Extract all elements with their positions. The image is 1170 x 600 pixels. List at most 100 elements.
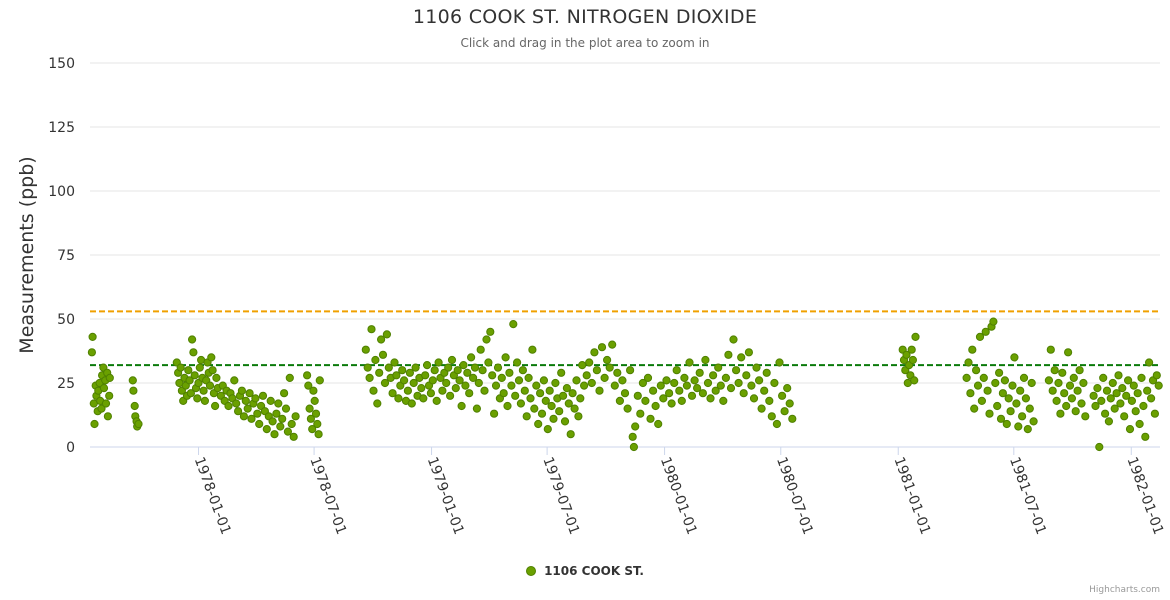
data-point	[237, 386, 246, 395]
data-point	[276, 422, 285, 431]
x-tick-label: 1979-01-01	[424, 455, 467, 537]
data-point	[97, 404, 106, 413]
data-point	[908, 355, 918, 365]
data-point	[309, 386, 318, 395]
data-point	[714, 363, 723, 372]
data-point	[423, 361, 432, 370]
data-point	[1089, 391, 1098, 400]
data-point	[983, 386, 992, 395]
data-point	[444, 363, 453, 372]
data-point	[675, 386, 684, 395]
data-point	[283, 427, 292, 436]
y-tick-label: 125	[48, 120, 75, 136]
data-point	[526, 394, 535, 403]
data-point	[377, 335, 386, 344]
data-point	[190, 371, 199, 380]
data-point	[651, 401, 660, 411]
data-point	[371, 355, 380, 365]
data-point	[570, 404, 579, 413]
data-point	[643, 373, 653, 382]
data-point	[530, 404, 539, 413]
data-point	[207, 353, 216, 362]
data-point	[303, 371, 312, 380]
data-point	[729, 335, 738, 344]
data-point	[1065, 381, 1075, 390]
data-point	[234, 407, 243, 416]
data-point	[463, 368, 472, 377]
x-tick-label: 1980-07-01	[773, 455, 816, 537]
data-point	[670, 378, 679, 388]
data-point	[780, 407, 789, 416]
data-point	[310, 396, 319, 405]
data-point	[1046, 345, 1055, 354]
data-point	[255, 419, 264, 429]
y-axis-title: Measurements (ppb)	[16, 156, 38, 353]
x-tick-label: 1981-01-01	[890, 455, 933, 537]
data-point	[484, 358, 493, 367]
data-point	[514, 376, 524, 385]
data-point	[564, 399, 573, 408]
data-point	[597, 343, 607, 352]
data-point	[1027, 378, 1036, 388]
data-point	[1147, 394, 1156, 403]
data-point	[977, 396, 987, 405]
data-point	[253, 409, 262, 418]
data-point	[230, 376, 239, 385]
data-point	[1104, 417, 1114, 426]
data-point	[1071, 407, 1080, 416]
data-point	[1129, 381, 1138, 390]
data-point	[507, 381, 516, 390]
data-point	[537, 409, 547, 418]
data-point	[975, 332, 985, 341]
data-point	[744, 348, 754, 357]
data-point	[375, 368, 384, 377]
data-point	[270, 430, 279, 439]
data-point	[1102, 386, 1112, 395]
data-point	[314, 430, 323, 439]
data-point	[623, 404, 632, 413]
data-point	[618, 376, 627, 385]
chart-subtitle: Click and drag in the plot area to zoom …	[460, 36, 710, 50]
data-point	[701, 355, 710, 365]
data-point	[1124, 376, 1133, 385]
data-point	[1152, 371, 1161, 380]
data-point	[998, 389, 1008, 398]
data-point	[1010, 353, 1019, 362]
data-point	[1095, 442, 1104, 452]
data-point	[1058, 368, 1067, 377]
data-point	[1069, 373, 1078, 382]
data-point	[101, 399, 111, 408]
data-point	[1108, 378, 1117, 388]
data-point	[1135, 419, 1144, 429]
data-point	[1021, 394, 1031, 403]
x-tick-label: 1978-01-01	[191, 455, 234, 537]
data-point	[706, 394, 715, 403]
data-point	[382, 330, 391, 339]
data-point	[726, 384, 736, 393]
data-point	[572, 376, 581, 385]
data-point	[1150, 409, 1160, 418]
data-point	[528, 345, 537, 354]
data-point	[304, 381, 313, 390]
data-point	[378, 350, 388, 359]
data-point	[493, 363, 503, 372]
data-point	[1110, 404, 1119, 413]
data-point	[1131, 407, 1140, 416]
legend[interactable]: 1106 COOK ST.	[0, 564, 1170, 578]
data-point	[724, 350, 733, 359]
data-point	[1018, 412, 1027, 421]
data-point	[315, 376, 324, 385]
data-point	[103, 412, 113, 421]
credits-link[interactable]: Highcharts.com	[1089, 585, 1160, 595]
legend-label: 1106 COOK ST.	[544, 564, 644, 578]
data-point	[308, 425, 317, 434]
data-point	[369, 386, 378, 395]
y-tick-label: 50	[57, 312, 75, 328]
data-point	[1052, 396, 1061, 405]
data-point	[245, 389, 254, 398]
data-point	[613, 368, 622, 377]
data-point	[633, 391, 642, 400]
data-point	[742, 371, 751, 380]
data-point	[518, 366, 528, 375]
